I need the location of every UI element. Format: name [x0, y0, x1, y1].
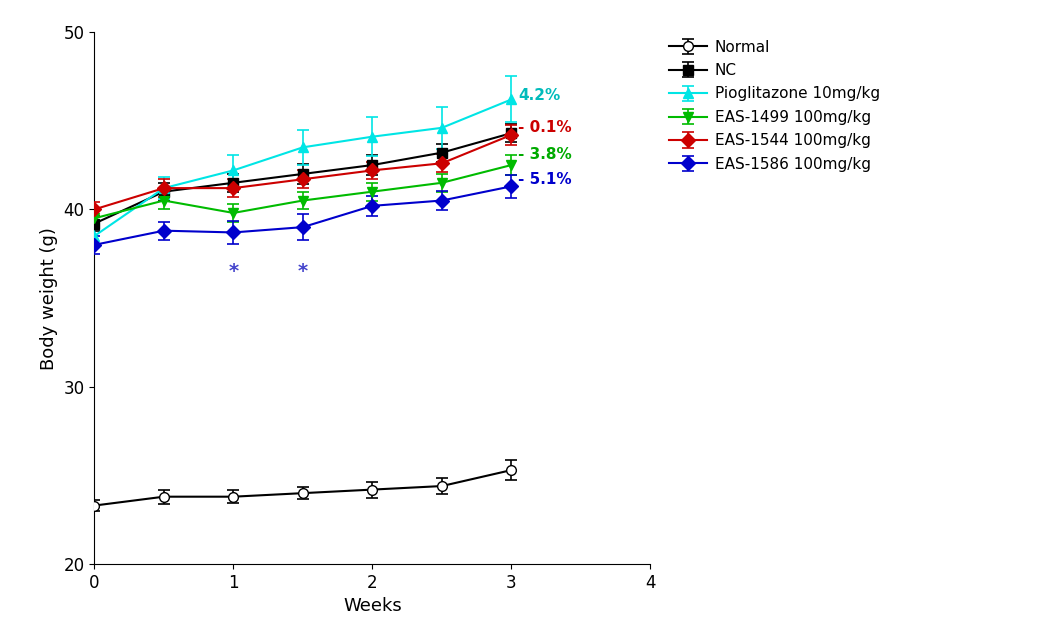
Text: *: * — [298, 262, 308, 281]
Text: - 0.1%: - 0.1% — [518, 121, 572, 135]
Text: - 5.1%: - 5.1% — [518, 172, 572, 187]
Legend: Normal, NC, Pioglitazone 10mg/kg, EAS-1499 100mg/kg, EAS-1544 100mg/kg, EAS-1586: Normal, NC, Pioglitazone 10mg/kg, EAS-14… — [669, 40, 880, 172]
Text: 4.2%: 4.2% — [518, 88, 560, 103]
X-axis label: Weeks: Weeks — [343, 597, 402, 615]
Y-axis label: Body weight (g): Body weight (g) — [40, 227, 58, 369]
Text: - 3.8%: - 3.8% — [518, 147, 572, 162]
Text: *: * — [229, 262, 238, 281]
